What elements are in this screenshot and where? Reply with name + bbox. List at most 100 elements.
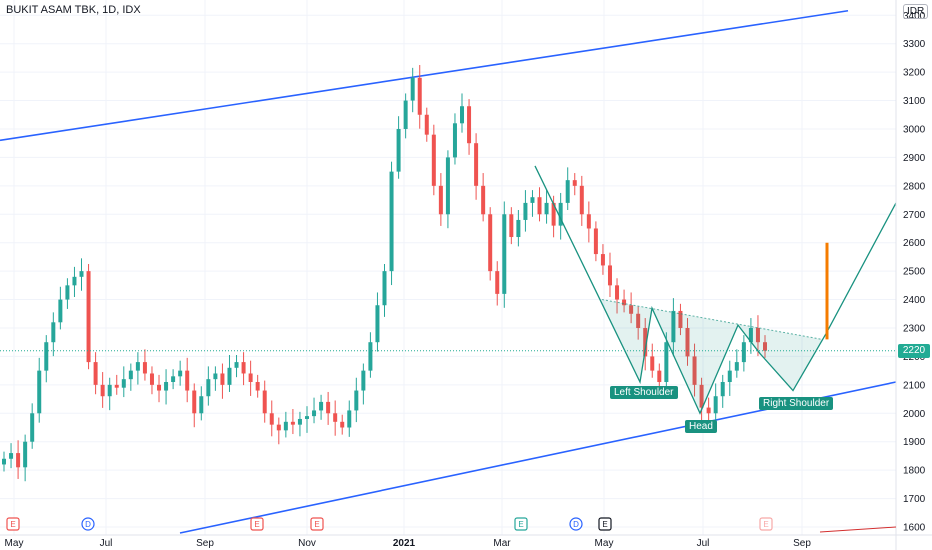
symbol-title: BUKIT ASAM TBK, 1D, IDX <box>6 4 141 16</box>
candle-body <box>382 271 387 306</box>
last-price-tag: 2220 <box>898 344 930 358</box>
candle-body <box>375 305 380 343</box>
candle-body <box>206 379 211 397</box>
event-marker-letter: E <box>254 520 259 529</box>
dividend-marker-icon <box>569 517 583 531</box>
event-marker-letter: E <box>518 520 523 529</box>
price-tick-label: 2900 <box>903 153 926 164</box>
earnings-marker-icon <box>310 517 324 531</box>
head-label: Head <box>685 420 717 433</box>
dividend-marker: D <box>569 517 583 531</box>
candle-body <box>763 342 767 351</box>
candle-body <box>361 370 366 391</box>
time-tick-label: Jul <box>100 538 113 549</box>
price-tick-label: 3200 <box>903 68 926 79</box>
candle-body <box>297 418 302 425</box>
candle-body <box>72 276 77 286</box>
candle-body <box>100 384 105 397</box>
candle-body <box>248 373 253 383</box>
time-tick-label: Sep <box>196 538 214 549</box>
candle-body <box>149 373 154 385</box>
candle-body <box>86 271 91 363</box>
candle-body <box>403 100 408 129</box>
earnings-marker: E <box>598 517 612 531</box>
candlestick-series <box>2 65 767 482</box>
candle-body <box>579 185 584 215</box>
candle-body <box>9 453 14 459</box>
candle-body <box>326 401 331 414</box>
event-marker-letter: E <box>602 520 607 529</box>
candle-body <box>192 390 197 414</box>
candle-body <box>551 202 556 226</box>
candle-body <box>741 342 746 363</box>
candle-body <box>319 401 324 411</box>
candle-body <box>142 362 147 374</box>
bottom-right-line <box>819 526 897 533</box>
candle-body <box>157 384 162 391</box>
event-marker-letter: D <box>573 520 579 529</box>
earnings-marker-icon <box>759 517 773 531</box>
candle-body <box>51 322 56 343</box>
candle-body <box>488 214 493 272</box>
price-axis: 1600170018001900200021002200230024002500… <box>903 11 926 534</box>
candle-body <box>474 143 479 186</box>
candle-body <box>410 77 415 101</box>
price-tick-label: 1700 <box>903 494 926 505</box>
price-tick-label: 1900 <box>903 437 926 448</box>
candle-body <box>199 396 204 414</box>
price-tick-label: 2300 <box>903 323 926 334</box>
time-tick-label: Nov <box>298 538 316 549</box>
candle-body <box>354 390 359 411</box>
earnings-marker-icon <box>598 517 612 531</box>
candle-body <box>2 458 6 465</box>
price-tick-label: 2000 <box>903 409 926 420</box>
right-shoulder-label: Right Shoulder <box>759 397 834 410</box>
candle-body <box>114 384 119 388</box>
earnings-marker: E <box>310 517 324 531</box>
candle-body <box>657 370 662 383</box>
candle-body <box>755 327 760 343</box>
candle-body <box>44 342 49 371</box>
pattern-fill <box>600 299 826 414</box>
candle-body <box>516 219 521 238</box>
candle-body <box>23 441 28 468</box>
time-tick-label: 2021 <box>393 538 416 549</box>
candle-body <box>438 185 443 215</box>
candle-body <box>340 421 345 428</box>
candle-body <box>333 413 338 422</box>
candle-body <box>502 214 507 294</box>
head-and-shoulders-pattern <box>534 165 897 415</box>
price-tick-label: 2500 <box>903 267 926 278</box>
candle-body <box>213 373 218 380</box>
candle-body <box>586 214 591 229</box>
price-tick-label: 3400 <box>903 11 926 22</box>
candle-body <box>262 390 267 414</box>
event-marker-letter: D <box>85 520 91 529</box>
currency-badge[interactable]: IDR <box>903 4 929 19</box>
candle-body <box>220 373 225 385</box>
price-tick-label: 3000 <box>903 124 926 135</box>
candle-body <box>509 214 514 238</box>
candle-body <box>565 180 570 203</box>
candle-body <box>685 327 690 357</box>
price-tick-label: 3100 <box>903 96 926 107</box>
earnings-marker: E <box>514 517 528 531</box>
candle-body <box>121 379 126 388</box>
candle-body <box>304 416 309 419</box>
candle-body <box>600 254 605 266</box>
earnings-marker-icon <box>6 517 20 531</box>
candle-body <box>185 370 190 391</box>
price-tick-label: 2400 <box>903 295 926 306</box>
candle-body <box>312 410 317 417</box>
candle-body <box>460 106 465 124</box>
candle-body <box>558 202 563 226</box>
candle-body <box>79 271 84 277</box>
candle-body <box>37 370 42 414</box>
candle-body <box>664 342 669 383</box>
candle-body <box>734 362 739 371</box>
dividend-marker-icon <box>81 517 95 531</box>
upper-channel-line <box>0 9 849 142</box>
candle-body <box>636 313 641 328</box>
